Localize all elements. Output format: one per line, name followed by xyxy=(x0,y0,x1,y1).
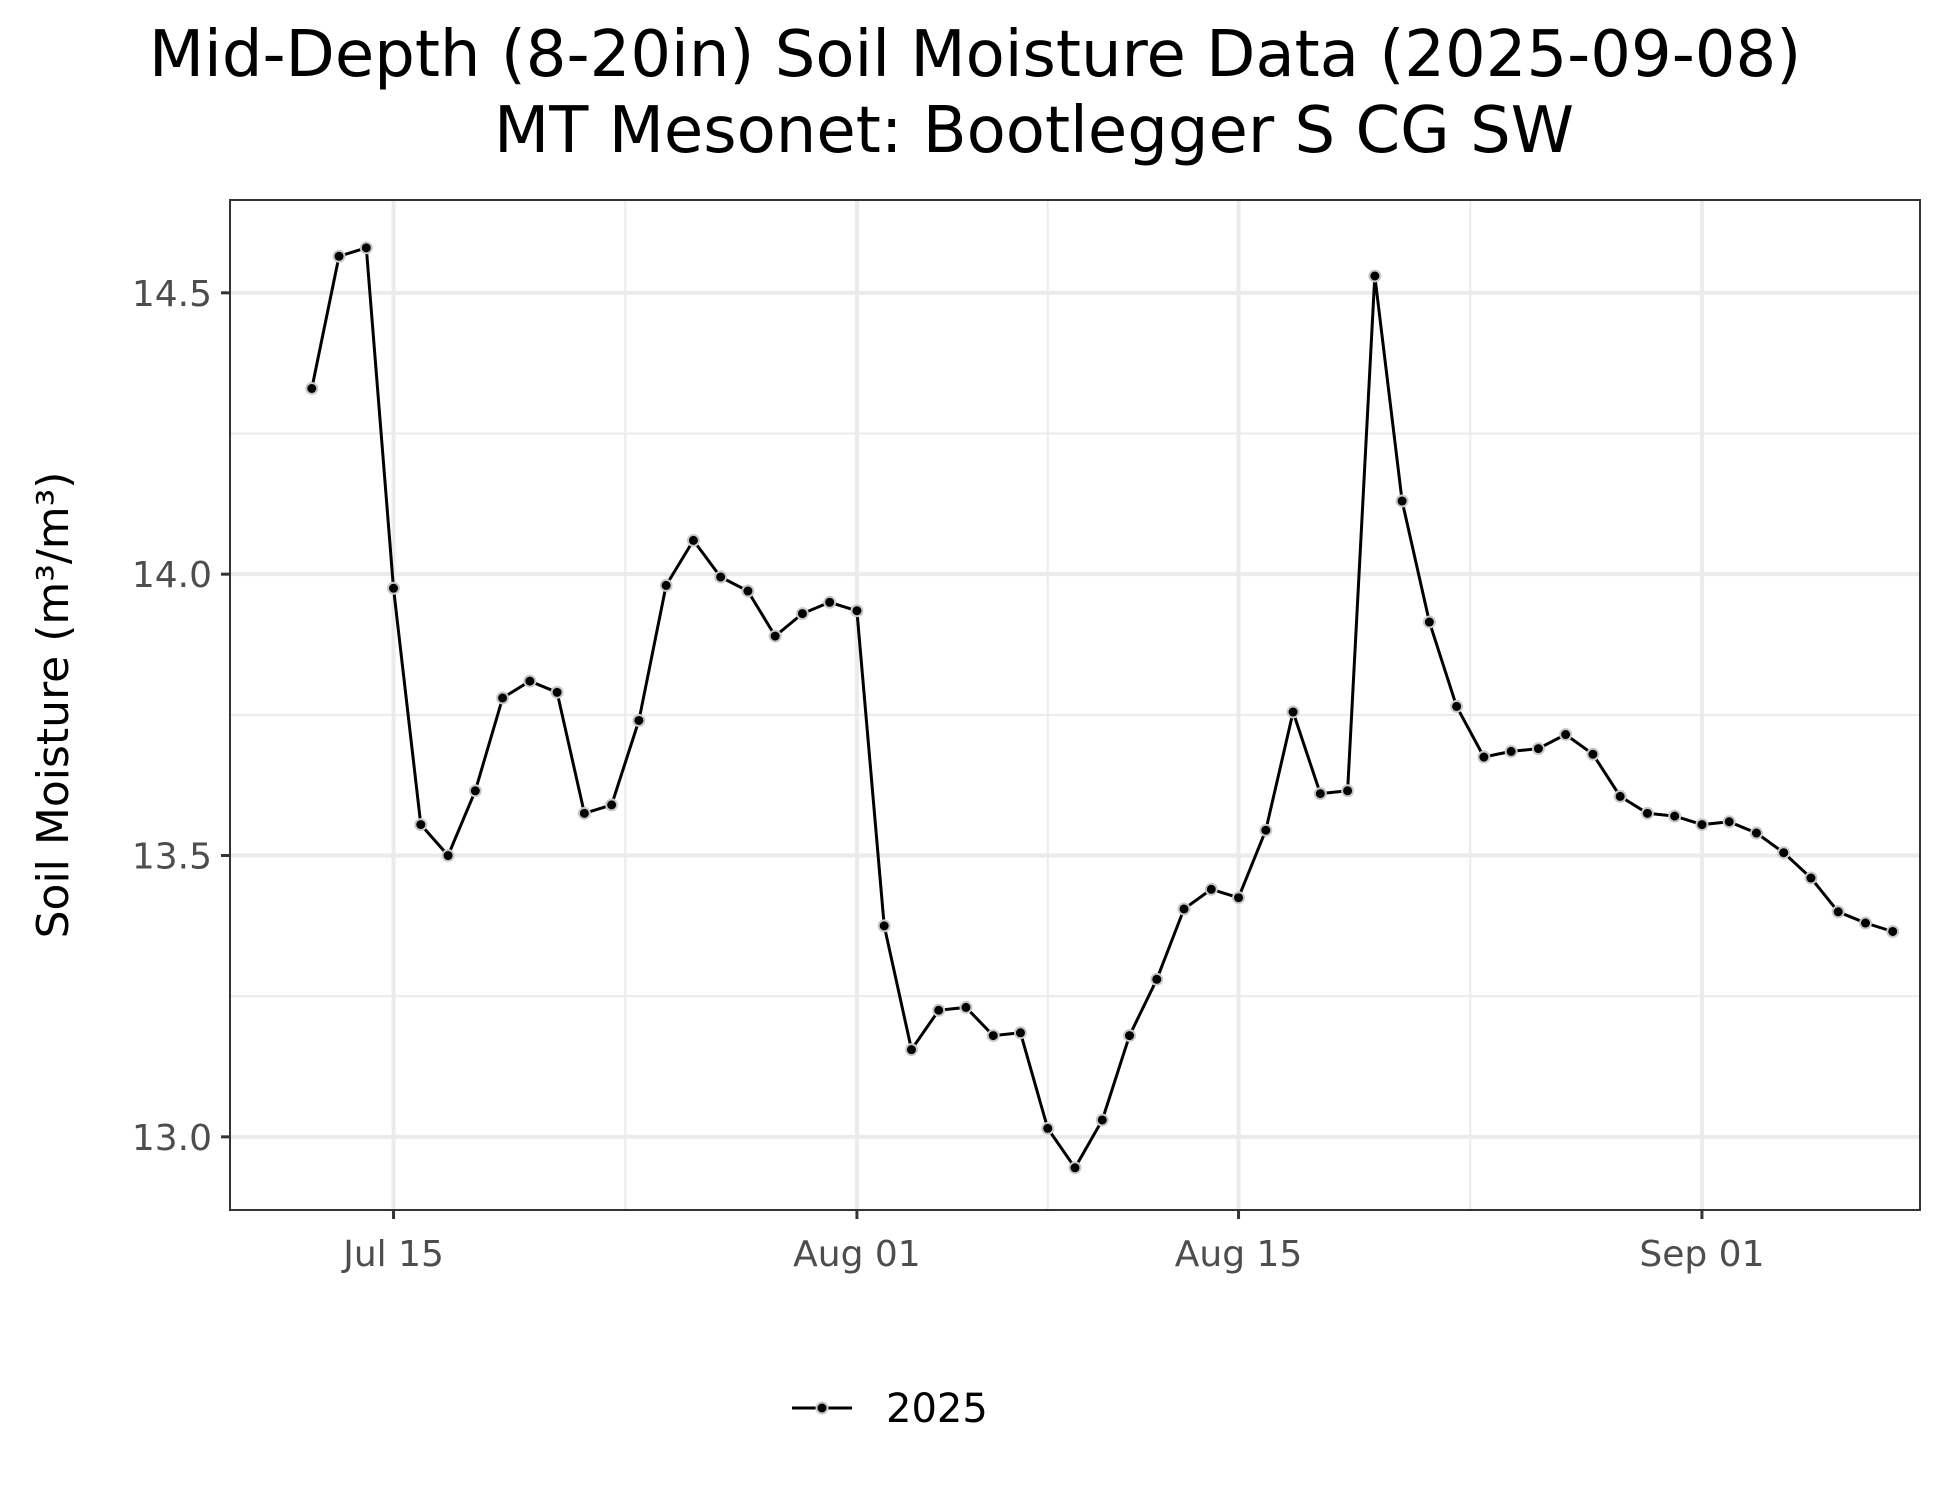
data-point xyxy=(1313,787,1327,801)
data-point xyxy=(1858,916,1872,930)
y-tick-label: 13.5 xyxy=(132,837,212,878)
data-point xyxy=(877,919,891,933)
data-point xyxy=(1368,269,1382,283)
data-point xyxy=(1668,809,1682,823)
data-point xyxy=(1068,1161,1082,1175)
data-point xyxy=(332,249,346,263)
panel-background xyxy=(230,200,1920,1210)
data-point xyxy=(686,533,700,547)
data-point xyxy=(659,578,673,592)
data-point xyxy=(1095,1113,1109,1127)
chart-title-line-1: Mid-Depth (8-20in) Soil Moisture Data (2… xyxy=(149,18,1801,92)
data-point xyxy=(1722,815,1736,829)
y-tick-label: 13.0 xyxy=(132,1118,212,1159)
y-axis-title: Soil Moisture (m³/m³) xyxy=(28,472,79,939)
data-point xyxy=(1422,615,1436,629)
data-point xyxy=(523,674,537,688)
data-point xyxy=(850,604,864,618)
x-tick-label: Aug 01 xyxy=(793,1234,921,1275)
chart-title-line-2: MT Mesonet: Bootlegger S CG SW xyxy=(494,94,1574,168)
data-point xyxy=(959,1000,973,1014)
x-tick-label: Sep 01 xyxy=(1639,1234,1764,1275)
data-point xyxy=(1150,972,1164,986)
data-point xyxy=(1450,699,1464,713)
data-point xyxy=(1204,882,1218,896)
data-point xyxy=(714,570,728,584)
data-point xyxy=(904,1043,918,1057)
data-point xyxy=(605,798,619,812)
data-point xyxy=(795,607,809,621)
data-point xyxy=(1177,902,1191,916)
x-tick-label: Jul 15 xyxy=(341,1234,444,1275)
data-point xyxy=(1041,1121,1055,1135)
x-tick-label: Aug 15 xyxy=(1175,1234,1303,1275)
data-point xyxy=(1586,747,1600,761)
data-point xyxy=(414,818,428,832)
legend-label-2025: 2025 xyxy=(886,1386,988,1432)
data-point xyxy=(1531,742,1545,756)
grid-lines xyxy=(230,200,1920,1210)
data-point xyxy=(441,849,455,863)
data-point xyxy=(1613,789,1627,803)
data-point xyxy=(1749,826,1763,840)
data-point xyxy=(1777,846,1791,860)
legend: 2025 xyxy=(792,1386,988,1432)
data-point xyxy=(1804,871,1818,885)
data-point xyxy=(387,581,401,595)
data-point xyxy=(1695,818,1709,832)
data-point xyxy=(1886,924,1900,938)
axes: 13.0 13.5 14.0 14.5 Jul 15 Aug 01 Aug 15 Sep 01 xyxy=(132,274,1765,1275)
data-point xyxy=(741,584,755,598)
data-point xyxy=(1232,891,1246,905)
data-point xyxy=(550,685,564,699)
data-point xyxy=(1831,905,1845,919)
data-point xyxy=(1504,744,1518,758)
data-point xyxy=(1341,784,1355,798)
data-point xyxy=(1640,806,1654,820)
legend-marker-2025 xyxy=(815,1401,829,1415)
data-point xyxy=(359,241,373,255)
data-point xyxy=(305,381,319,395)
series-layer xyxy=(305,241,1900,1175)
panel-border xyxy=(229,199,1921,1211)
data-point xyxy=(1559,728,1573,742)
data-point xyxy=(932,1003,946,1017)
data-point xyxy=(1477,750,1491,764)
data-point xyxy=(1259,823,1273,837)
data-point xyxy=(468,784,482,798)
data-point xyxy=(577,806,591,820)
y-tick-label: 14.0 xyxy=(132,555,212,596)
y-tick-label: 14.5 xyxy=(132,274,212,315)
data-point xyxy=(768,629,782,643)
data-point xyxy=(1123,1029,1137,1043)
data-point xyxy=(986,1029,1000,1043)
data-point xyxy=(1013,1026,1027,1040)
data-point xyxy=(632,713,646,727)
data-point xyxy=(823,595,837,609)
data-point xyxy=(1286,705,1300,719)
data-point xyxy=(496,691,510,705)
data-point xyxy=(1395,494,1409,508)
